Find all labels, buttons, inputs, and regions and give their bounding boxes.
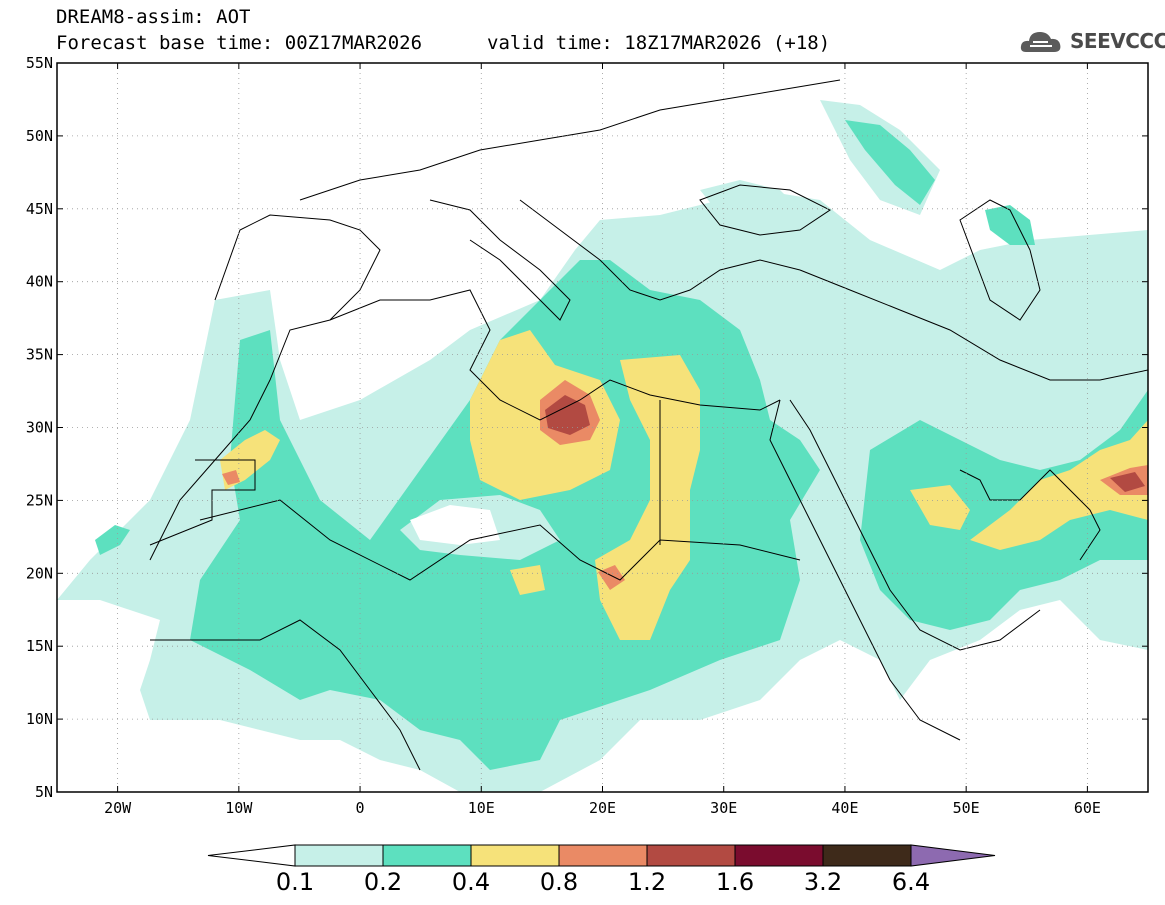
legend-level-label: 3.2 (803, 868, 843, 896)
aot-1.2-sudan (598, 565, 625, 590)
lon-label: 60E (1074, 799, 1101, 817)
lat-label: 20N (26, 564, 53, 582)
aot-1.2-morocco (222, 470, 240, 485)
north-africa-coast (149, 289, 781, 561)
black-sea-coast (699, 184, 831, 236)
lat-label: 55N (26, 54, 53, 72)
lat-label: 50N (26, 127, 53, 145)
red-sea-coast-east (789, 399, 1041, 651)
lon-label: 30E (710, 799, 737, 817)
legend-level-label: 6.4 (891, 868, 931, 896)
seevccc-cloud-logo-icon (1020, 32, 1061, 52)
forecast-base-time: Forecast base time: 00Z17MAR2026 (56, 32, 423, 54)
lat-label: 30N (26, 419, 53, 437)
europe-borders (299, 79, 841, 201)
lat-label: 45N (26, 200, 53, 218)
legend-swatch (294, 844, 384, 867)
aot-0.1-blacksea-edge (700, 180, 800, 220)
legend-level-label: 0.8 (539, 868, 579, 896)
legend-level-label: 1.6 (715, 868, 755, 896)
lat-label: 10N (26, 710, 53, 728)
sahel-borders (199, 499, 801, 581)
legend-level-label: 0.4 (451, 868, 491, 896)
aot-0.4-sahara-south (510, 565, 545, 595)
aot-0.2-arabia (860, 390, 1148, 630)
red-sea-coast-west (769, 399, 961, 741)
map-title: DREAM8-assim: AOT (56, 6, 251, 28)
mauritania-borders (149, 459, 256, 546)
caspian-coast (959, 199, 1041, 321)
lat-label: 40N (26, 273, 53, 291)
aot-1.6-arabia (1110, 472, 1145, 492)
lat-label: 5N (35, 783, 53, 801)
legend-arrow-low (207, 844, 296, 867)
lon-label: 10E (468, 799, 495, 817)
valid-time: valid time: 18Z17MAR2026 (+18) (487, 32, 831, 54)
balkans-coast (519, 199, 801, 301)
aot-0.4-egypt (595, 355, 700, 640)
western-africa-borders (150, 619, 421, 771)
latitude-labels: 55N 50N 45N 40N 35N 30N 25N 20N 15N 10N 5N (26, 54, 53, 801)
lon-label: 20W (104, 799, 132, 817)
persian-gulf-coast (959, 469, 1101, 561)
lat-label: 35N (26, 346, 53, 364)
lon-label: 0 (356, 799, 365, 817)
graticule (57, 63, 1148, 792)
italy-coast (429, 199, 571, 321)
legend-swatch (382, 844, 472, 867)
legend-level-label: 1.2 (627, 868, 667, 896)
lat-label: 25N (26, 491, 53, 509)
aot-clear-sahel (410, 505, 500, 545)
aot-contours (57, 100, 1148, 792)
lon-label: 50E (953, 799, 980, 817)
lat-label: 15N (26, 637, 53, 655)
lon-label: 20E (589, 799, 616, 817)
legend-level-label: 0.1 (275, 868, 315, 896)
logo-text: SEEVCCC (1070, 29, 1165, 53)
aot-0.4-arabia (910, 420, 1148, 550)
coastlines (149, 79, 1148, 771)
legend-swatch (558, 844, 648, 867)
lon-label: 10W (225, 799, 253, 817)
lon-label: 40E (831, 799, 858, 817)
aot-1.6-libya (545, 395, 590, 435)
legend-swatch (646, 844, 736, 867)
legend-swatch (470, 844, 560, 867)
legend-swatch (734, 844, 824, 867)
middle-east-borders (799, 269, 1148, 381)
aot-0.2-caspian (845, 120, 935, 205)
legend-swatch (822, 844, 912, 867)
iberia-coast (214, 214, 381, 321)
longitude-labels: 20W 10W 0 10E 20E 30E 40E 50E 60E (104, 799, 1101, 817)
axis-ticks (57, 62, 1148, 793)
legend-level-label: 0.2 (363, 868, 403, 896)
legend-arrow-high (910, 844, 996, 867)
aot-0.2-atlantic (95, 525, 130, 555)
